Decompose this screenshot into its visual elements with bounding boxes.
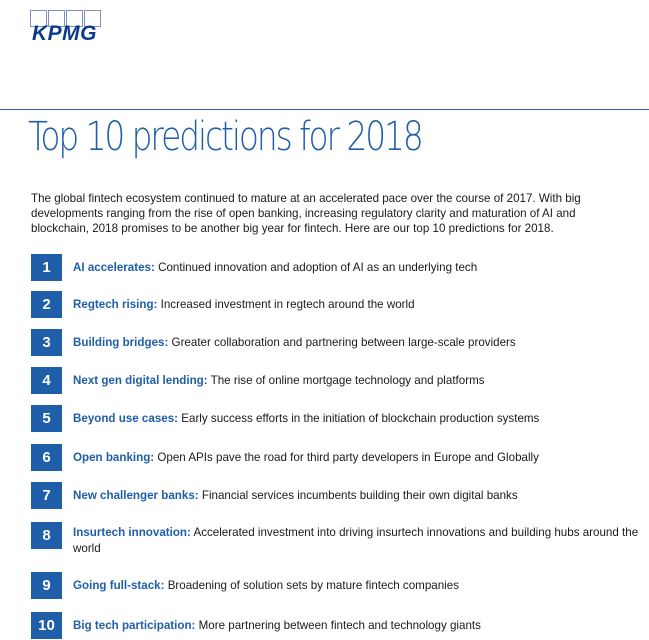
prediction-text: AI accelerates: Continued innovation and… (73, 260, 648, 276)
prediction-number: 2 (31, 291, 62, 318)
header-rule (0, 109, 649, 110)
prediction-text: Next gen digital lending: The rise of on… (73, 373, 648, 389)
prediction-label: Building bridges: (73, 336, 169, 349)
prediction-label: Open banking: (73, 451, 155, 464)
logo-box (84, 10, 101, 27)
prediction-label: Beyond use cases: (73, 412, 179, 425)
prediction-number: 4 (31, 367, 62, 394)
prediction-label: Going full-stack: (73, 579, 165, 592)
prediction-label: Insurtech innovation: (73, 526, 191, 539)
prediction-number: 5 (31, 405, 62, 432)
prediction-number: 3 (31, 329, 62, 356)
prediction-description: Greater collaboration and partnering bet… (168, 336, 516, 349)
intro-paragraph: The global fintech ecosystem continued t… (31, 192, 581, 236)
prediction-label: Regtech rising: (73, 298, 158, 311)
prediction-number: 8 (31, 522, 62, 549)
prediction-text: Open banking: Open APIs pave the road fo… (73, 450, 648, 466)
prediction-text: Going full-stack: Broadening of solution… (73, 578, 648, 594)
prediction-label: Big tech participation: (73, 619, 196, 632)
prediction-number: 9 (31, 572, 62, 599)
prediction-description: Increased investment in regtech around t… (157, 298, 415, 311)
prediction-description: Financial services incumbents building t… (198, 489, 518, 502)
prediction-description: Open APIs pave the road for third party … (154, 451, 539, 464)
logo-box (48, 10, 65, 27)
prediction-description: The rise of online mortgage technology a… (207, 374, 485, 387)
prediction-text: Big tech participation: More partnering … (73, 618, 648, 634)
logo-box (30, 10, 47, 27)
prediction-number: 6 (31, 444, 62, 471)
prediction-text: Insurtech innovation: Accelerated invest… (73, 525, 648, 557)
prediction-description: Early success efforts in the initiation … (178, 412, 540, 425)
prediction-number: 10 (31, 612, 62, 639)
prediction-number: 1 (31, 254, 62, 281)
prediction-description: Broadening of solution sets by mature fi… (164, 579, 459, 592)
prediction-label: Next gen digital lending: (73, 374, 208, 387)
logo-text: KPMG (32, 22, 97, 45)
page-title: Top 10 predictions for 2018 (28, 114, 424, 160)
prediction-description: More partnering between fintech and tech… (195, 619, 481, 632)
prediction-description: Accelerated investment into driving insu… (73, 526, 639, 555)
prediction-text: Beyond use cases: Early success efforts … (73, 411, 648, 427)
prediction-number: 7 (31, 482, 62, 509)
prediction-description: Continued innovation and adoption of AI … (154, 261, 478, 274)
prediction-text: Building bridges: Greater collaboration … (73, 335, 648, 351)
logo-boxes (30, 10, 114, 27)
prediction-text: New challenger banks: Financial services… (73, 488, 648, 504)
prediction-text: Regtech rising: Increased investment in … (73, 297, 648, 313)
logo-box (66, 10, 83, 27)
kpmg-logo: KPMG (30, 10, 114, 45)
prediction-label: New challenger banks: (73, 489, 199, 502)
prediction-label: AI accelerates: (73, 261, 155, 274)
